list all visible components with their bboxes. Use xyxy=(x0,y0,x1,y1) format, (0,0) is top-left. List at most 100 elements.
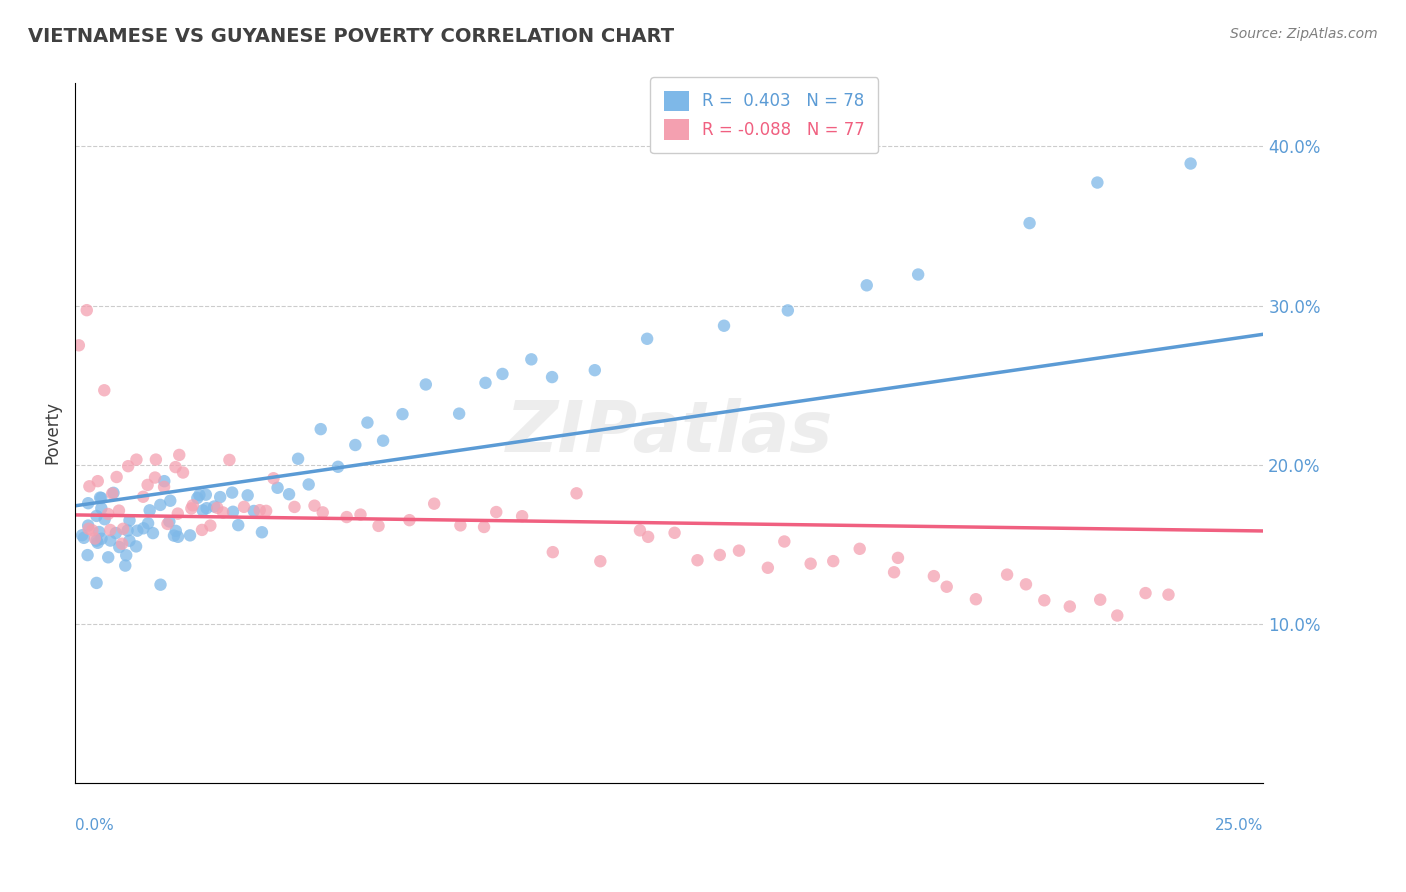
Point xyxy=(565,486,588,500)
Point xyxy=(263,471,285,485)
Point xyxy=(1090,592,1112,607)
Point xyxy=(298,477,321,491)
Point xyxy=(125,540,148,554)
Point xyxy=(86,508,108,523)
Point xyxy=(163,528,186,542)
Point xyxy=(132,521,155,535)
Point xyxy=(93,384,115,398)
Point xyxy=(1135,586,1157,600)
Point xyxy=(491,367,513,381)
Point xyxy=(485,505,508,519)
Point xyxy=(226,518,249,533)
Point xyxy=(115,549,138,563)
Point xyxy=(83,532,105,546)
Point xyxy=(1015,577,1038,591)
Point xyxy=(336,510,359,524)
Point xyxy=(326,459,349,474)
Point xyxy=(212,506,235,520)
Point xyxy=(1157,588,1180,602)
Point xyxy=(1033,593,1056,607)
Text: 25.0%: 25.0% xyxy=(1215,818,1264,833)
Point xyxy=(112,522,135,536)
Point xyxy=(1059,599,1081,614)
Point xyxy=(628,524,651,538)
Point xyxy=(114,558,136,573)
Point xyxy=(1087,176,1109,190)
Point xyxy=(1180,156,1202,170)
Point xyxy=(127,524,149,538)
Y-axis label: Poverty: Poverty xyxy=(44,401,60,465)
Point xyxy=(157,515,180,529)
Point xyxy=(89,491,111,505)
Point xyxy=(87,474,110,488)
Point xyxy=(93,512,115,526)
Legend: R =  0.403   N = 78, R = -0.088   N = 77: R = 0.403 N = 78, R = -0.088 N = 77 xyxy=(651,78,879,153)
Point xyxy=(86,575,108,590)
Point xyxy=(195,501,218,516)
Point xyxy=(583,363,606,377)
Point xyxy=(233,500,256,514)
Point xyxy=(172,466,194,480)
Text: ZIPatlas: ZIPatlas xyxy=(506,399,832,467)
Point xyxy=(449,407,471,421)
Point xyxy=(243,504,266,518)
Point xyxy=(312,505,335,519)
Point xyxy=(77,518,100,533)
Point xyxy=(70,528,93,542)
Point xyxy=(222,505,245,519)
Point xyxy=(309,422,332,436)
Text: VIETNAMESE VS GUYANESE POVERTY CORRELATION CHART: VIETNAMESE VS GUYANESE POVERTY CORRELATI… xyxy=(28,27,675,45)
Point xyxy=(907,268,929,282)
Point xyxy=(249,503,271,517)
Point xyxy=(98,523,121,537)
Point xyxy=(108,503,131,517)
Point xyxy=(218,453,240,467)
Point xyxy=(776,303,799,318)
Point xyxy=(221,485,243,500)
Point xyxy=(77,496,100,510)
Point xyxy=(97,507,120,521)
Point xyxy=(855,278,877,293)
Point xyxy=(111,537,134,551)
Point xyxy=(90,501,112,516)
Point xyxy=(118,513,141,527)
Point xyxy=(922,569,945,583)
Point xyxy=(67,338,90,352)
Text: Source: ZipAtlas.com: Source: ZipAtlas.com xyxy=(1230,27,1378,41)
Point xyxy=(90,532,112,546)
Point xyxy=(188,488,211,502)
Point xyxy=(637,530,659,544)
Point xyxy=(398,513,420,527)
Point xyxy=(356,416,378,430)
Point xyxy=(1018,216,1040,230)
Point xyxy=(344,438,367,452)
Point xyxy=(883,566,905,580)
Point xyxy=(165,524,187,538)
Point xyxy=(887,550,910,565)
Point xyxy=(520,352,543,367)
Point xyxy=(823,554,845,568)
Point xyxy=(181,499,204,513)
Point xyxy=(254,504,277,518)
Point xyxy=(103,486,125,500)
Point xyxy=(156,516,179,531)
Point xyxy=(200,518,222,533)
Point xyxy=(118,533,141,548)
Point xyxy=(995,567,1018,582)
Point xyxy=(304,499,326,513)
Point xyxy=(965,592,987,607)
Point xyxy=(132,490,155,504)
Point xyxy=(165,460,187,475)
Point xyxy=(664,525,686,540)
Point xyxy=(415,377,437,392)
Point xyxy=(541,545,564,559)
Point xyxy=(159,493,181,508)
Point xyxy=(541,370,564,384)
Point xyxy=(800,557,823,571)
Point xyxy=(250,525,273,540)
Point xyxy=(756,561,779,575)
Point xyxy=(82,524,104,538)
Point xyxy=(179,528,201,542)
Point xyxy=(773,534,796,549)
Point xyxy=(423,497,446,511)
